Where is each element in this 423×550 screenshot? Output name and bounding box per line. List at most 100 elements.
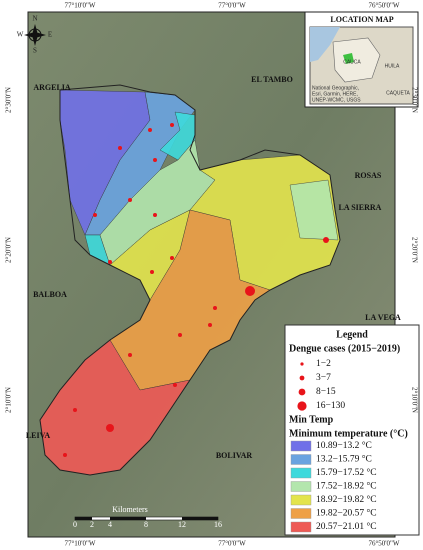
legend-label: 10.89−13.2 °C [316, 440, 372, 451]
scale-bar-black [75, 517, 92, 520]
coord-label: 2°30'0"N [410, 87, 418, 113]
scale-bar [74, 516, 219, 521]
case-dot [153, 213, 157, 217]
compass-letter: N [32, 15, 37, 23]
compass-letter: E [48, 31, 52, 39]
legend-label: 20.57−21.01 °C [316, 521, 377, 532]
legend-swatch [290, 440, 312, 452]
scale-unit: Kilometers [112, 505, 148, 514]
legend-dot [300, 362, 304, 366]
legend-label: 17.52−18.92 °C [316, 481, 377, 492]
coord-label: 2°20'0"N [5, 237, 13, 263]
legend-dot [298, 388, 306, 396]
case-dot [323, 237, 329, 243]
inset-label: CAQUETA [386, 90, 410, 96]
scale-tick-label: 4 [108, 520, 112, 529]
case-dot [213, 306, 217, 310]
labels: 77°10'0"W 77°0'0"W 76°50'0"W 77°10'0"W 77°0'… [5, 2, 419, 548]
case-dot [118, 146, 122, 150]
compass-letter: W [17, 31, 24, 39]
coord-label: 76°50'0"W [368, 540, 399, 548]
legend-swatch [290, 481, 312, 492]
zone [289, 179, 339, 241]
legend-label: 16−130 [316, 401, 345, 411]
case-dot [63, 453, 67, 457]
place-label: LEIVA [26, 431, 51, 440]
inset-credit: National Geographic, [312, 85, 359, 91]
study-area-outline [39, 84, 341, 476]
legend-label: 18.92−19.82 °C [316, 494, 377, 505]
place-label: LA SIERRA [339, 203, 382, 212]
north-arrow [24, 24, 46, 46]
case-dot [173, 383, 177, 387]
case-dot [108, 260, 112, 264]
scale-bar-black [110, 517, 146, 520]
case-dot [106, 424, 114, 432]
place-label: BOLIVAR [216, 451, 253, 460]
inset-label: HUILA [385, 63, 400, 69]
coord-label: 2°20'0"N [410, 237, 418, 263]
coord-label: 77°10'0"W [64, 2, 95, 10]
case-dots [63, 123, 329, 457]
inset-study-area [343, 53, 354, 64]
legend-label: 13.2−15.79 °C [316, 454, 372, 465]
legend-swatch [290, 467, 312, 479]
case-dot [170, 256, 174, 260]
legend-swatch [290, 521, 312, 533]
legend-swatch [290, 508, 312, 519]
case-dot [148, 128, 152, 132]
legend-label: 3−7 [316, 373, 331, 383]
legend-dot [297, 401, 307, 411]
scale-tick-label: 16 [214, 520, 222, 529]
case-dot [93, 213, 97, 217]
legend-layer: Min Temp [289, 414, 334, 425]
legend-subtitle: Minimum temperature (°C) [289, 428, 408, 439]
scale-tick-label: 8 [144, 520, 148, 529]
scale-bar-black [182, 517, 218, 520]
inset-sea [310, 27, 340, 62]
case-dot [128, 198, 132, 202]
case-dot [245, 286, 255, 296]
legend-title: Legend [336, 329, 368, 340]
coord-label: 77°10'0"W [64, 540, 95, 548]
place-label: LA VEGA [365, 313, 401, 322]
inset-department [332, 37, 381, 83]
legend-label: 8−15 [316, 387, 336, 397]
case-dot [128, 353, 132, 357]
scale-tick-label: 2 [90, 520, 94, 529]
case-dot [150, 270, 154, 274]
compass-star [24, 24, 46, 46]
compass-letter: S [33, 47, 37, 55]
scale-tick-label: 12 [178, 520, 186, 529]
inset-credit: UNEP-WCMC, USGS [312, 97, 361, 103]
inset-title: LOCATION MAP [330, 15, 393, 24]
inset-credit: Esri, Garmin, HERE, [312, 91, 358, 97]
legend-dot [299, 375, 305, 381]
coord-label: 2°10'0"N [5, 387, 13, 413]
inset-label: CAUCA [343, 59, 361, 65]
case-dot [73, 408, 77, 412]
legend-swatch [290, 454, 312, 465]
legend-label: 19.82−20.57 °C [316, 508, 377, 519]
coord-label: 2°10'0"N [410, 387, 418, 413]
place-label: ROSAS [355, 171, 382, 180]
place-label: EL TAMBO [251, 75, 293, 84]
coord-label: 76°50'0"W [368, 2, 399, 10]
place-label: ARGELIA [33, 83, 71, 92]
coord-label: 77°0'0"W [218, 2, 246, 10]
coord-label: 77°0'0"W [218, 540, 246, 548]
location-map [304, 11, 419, 108]
case-dot [153, 158, 157, 162]
case-dot [170, 123, 174, 127]
coord-label: 2°30'0"N [5, 87, 13, 113]
case-dot [178, 333, 182, 337]
case-dot [208, 323, 212, 327]
legend-label: 1−2 [316, 359, 331, 369]
zones [39, 84, 341, 476]
legend-swatch [290, 494, 312, 506]
legend-subtitle: Dengue cases (2015−2019) [289, 343, 400, 354]
scale-tick-label: 0 [73, 520, 77, 529]
legend-label: 15.79−17.52 °C [316, 467, 377, 478]
place-label: BALBOA [33, 290, 67, 299]
